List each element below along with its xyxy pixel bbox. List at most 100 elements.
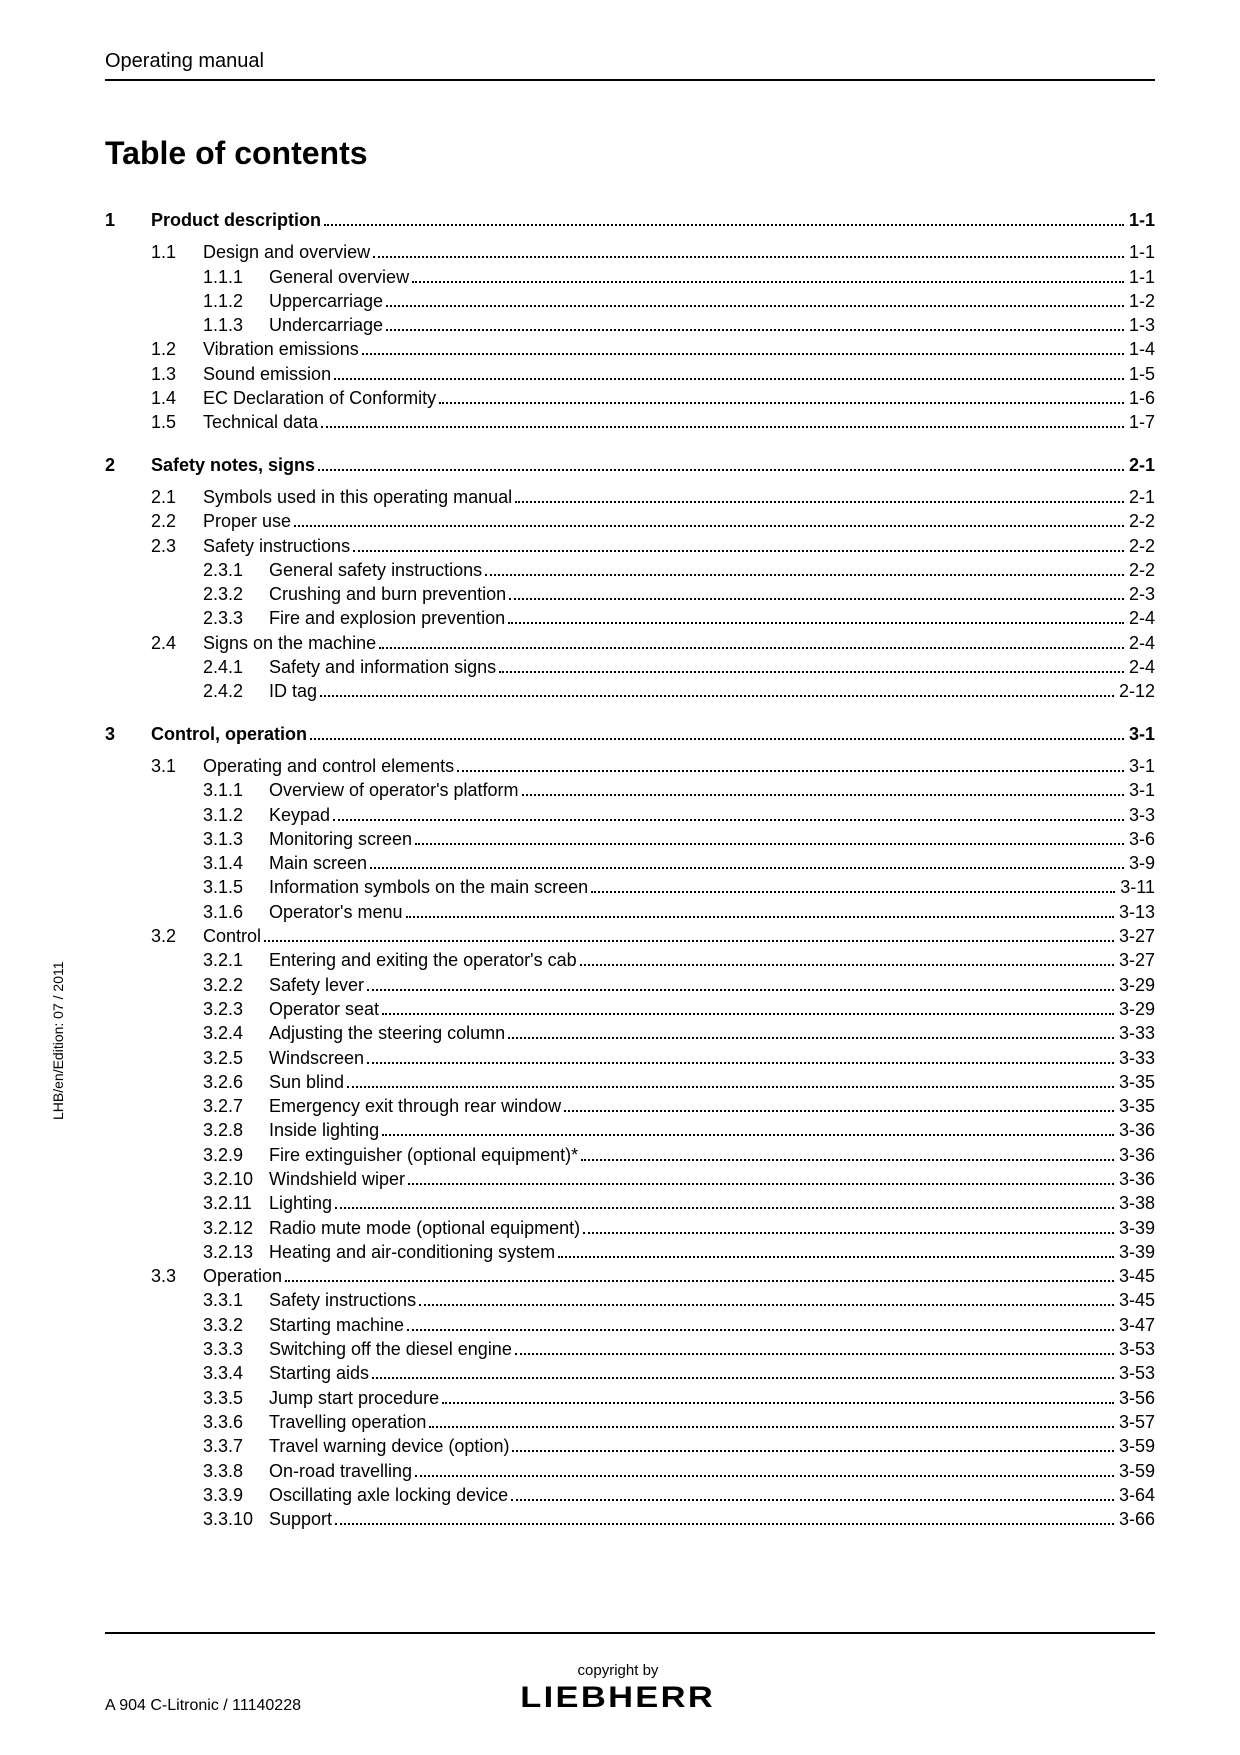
toc-label: Crushing and burn prevention [269, 582, 506, 606]
toc-page: 3-59 [1117, 1459, 1155, 1483]
toc-label: Support [269, 1507, 332, 1531]
toc-number: 3.2.3 [203, 997, 269, 1021]
toc-number: 1.1.3 [203, 313, 269, 337]
toc-entry: 1.4EC Declaration of Conformity1-6 [151, 386, 1155, 410]
toc-page: 3-66 [1117, 1507, 1155, 1531]
toc-page: 3-27 [1117, 924, 1155, 948]
toc-number: 3.1.2 [203, 803, 269, 827]
toc-label: Operator's menu [269, 900, 403, 924]
toc-page: 2-1 [1127, 485, 1155, 509]
toc-leader-dots [583, 1232, 1114, 1234]
toc-leader-dots [382, 1013, 1114, 1015]
toc-entry: 3.3.2Starting machine3-47 [203, 1313, 1155, 1337]
toc-leader-dots [581, 1159, 1114, 1161]
toc-page: 3-57 [1117, 1410, 1155, 1434]
toc-label: Operating and control elements [203, 754, 454, 778]
toc-entry: 3.3.1Safety instructions3-45 [203, 1288, 1155, 1312]
toc-page: 3-59 [1117, 1434, 1155, 1458]
toc-leader-dots [442, 1402, 1114, 1404]
toc-leader-dots [511, 1499, 1114, 1501]
toc-number: 3.3.1 [203, 1288, 269, 1312]
toc-number: 3.2.6 [203, 1070, 269, 1094]
toc-leader-dots [318, 469, 1124, 471]
toc-label: Control [203, 924, 261, 948]
toc-number: 2.3.1 [203, 558, 269, 582]
toc-leader-dots [264, 940, 1114, 942]
toc-label: Lighting [269, 1191, 332, 1215]
toc-number: 3.3.2 [203, 1313, 269, 1337]
toc-number: 2.2 [151, 509, 203, 533]
toc-page: 3-35 [1117, 1070, 1155, 1094]
toc-page: 3-27 [1117, 948, 1155, 972]
toc-entry: 1.1.3Undercarriage1-3 [203, 313, 1155, 337]
toc-entry: 3.3.4Starting aids3-53 [203, 1361, 1155, 1385]
toc-leader-dots [335, 1523, 1114, 1525]
toc-number: 3.2.1 [203, 948, 269, 972]
toc-page: 3-1 [1127, 754, 1155, 778]
brand-logo: LIEBHERR [521, 1681, 716, 1715]
toc-entry: 3.1.2Keypad3-3 [203, 803, 1155, 827]
toc-number: 3.2.8 [203, 1118, 269, 1142]
toc-leader-dots [508, 1037, 1114, 1039]
toc-page: 2-3 [1127, 582, 1155, 606]
toc-number: 2.1 [151, 485, 203, 509]
toc-page: 3-53 [1117, 1361, 1155, 1385]
toc-label: Symbols used in this operating manual [203, 485, 512, 509]
toc-entry: 3.2.2Safety lever3-29 [203, 973, 1155, 997]
toc-page: 2-4 [1127, 655, 1155, 679]
toc-leader-dots [382, 1134, 1114, 1136]
footer-rule [105, 1632, 1155, 1634]
toc-number: 1.1.1 [203, 265, 269, 289]
toc-number: 3.1.3 [203, 827, 269, 851]
toc-entry: 3.3.9Oscillating axle locking device3-64 [203, 1483, 1155, 1507]
toc-page: 3-47 [1117, 1313, 1155, 1337]
table-of-contents: 1Product description1-11.1Design and ove… [105, 208, 1155, 1531]
toc-leader-dots [591, 891, 1115, 893]
toc-page: 1-1 [1127, 240, 1155, 264]
toc-leader-dots [333, 819, 1124, 821]
toc-leader-dots [457, 770, 1124, 772]
toc-leader-dots [294, 525, 1124, 527]
toc-entry: 3.1.3Monitoring screen3-6 [203, 827, 1155, 851]
toc-entry: 3.3.6Travelling operation3-57 [203, 1410, 1155, 1434]
toc-entry: 1.1.2Uppercarriage1-2 [203, 289, 1155, 313]
toc-label: Control, operation [151, 722, 307, 746]
toc-leader-dots [522, 794, 1124, 796]
toc-number: 2.4.2 [203, 679, 269, 703]
toc-label: Information symbols on the main screen [269, 875, 588, 899]
toc-entry: 3.3.5Jump start procedure3-56 [203, 1386, 1155, 1410]
toc-leader-dots [406, 916, 1114, 918]
toc-leader-dots [320, 695, 1114, 697]
toc-leader-dots [373, 256, 1124, 258]
toc-leader-dots [372, 1377, 1114, 1379]
toc-entry: 3.2.8Inside lighting3-36 [203, 1118, 1155, 1142]
toc-number: 3.3.6 [203, 1410, 269, 1434]
toc-number: 3.2.11 [203, 1191, 269, 1215]
toc-entry: 2.4.1Safety and information signs2-4 [203, 655, 1155, 679]
toc-label: Safety and information signs [269, 655, 496, 679]
page-title: Table of contents [105, 135, 1155, 172]
toc-label: Safety notes, signs [151, 453, 315, 477]
toc-number: 2.3 [151, 534, 203, 558]
toc-entry: 3.2.6Sun blind3-35 [203, 1070, 1155, 1094]
toc-entry: 3.2.7Emergency exit through rear window3… [203, 1094, 1155, 1118]
toc-entry: 3.2.13Heating and air-conditioning syste… [203, 1240, 1155, 1264]
toc-entry: 3.3.7Travel warning device (option)3-59 [203, 1434, 1155, 1458]
toc-label: Heating and air-conditioning system [269, 1240, 555, 1264]
toc-page: 2-2 [1127, 509, 1155, 533]
toc-number: 1.1 [151, 240, 203, 264]
toc-entry: 2.1Symbols used in this operating manual… [151, 485, 1155, 509]
toc-number: 2.3.3 [203, 606, 269, 630]
toc-label: Emergency exit through rear window [269, 1094, 561, 1118]
toc-number: 3.3.8 [203, 1459, 269, 1483]
toc-page: 3-35 [1117, 1094, 1155, 1118]
toc-label: Operator seat [269, 997, 379, 1021]
toc-entry: 3.1.5Information symbols on the main scr… [203, 875, 1155, 899]
toc-label: Entering and exiting the operator's cab [269, 948, 577, 972]
toc-entry: 3.2.1Entering and exiting the operator's… [203, 948, 1155, 972]
toc-number: 3.3.7 [203, 1434, 269, 1458]
toc-entry: 3.2Control3-27 [151, 924, 1155, 948]
toc-entry: 3.3.3Switching off the diesel engine3-53 [203, 1337, 1155, 1361]
toc-label: Jump start procedure [269, 1386, 439, 1410]
toc-label: Undercarriage [269, 313, 383, 337]
